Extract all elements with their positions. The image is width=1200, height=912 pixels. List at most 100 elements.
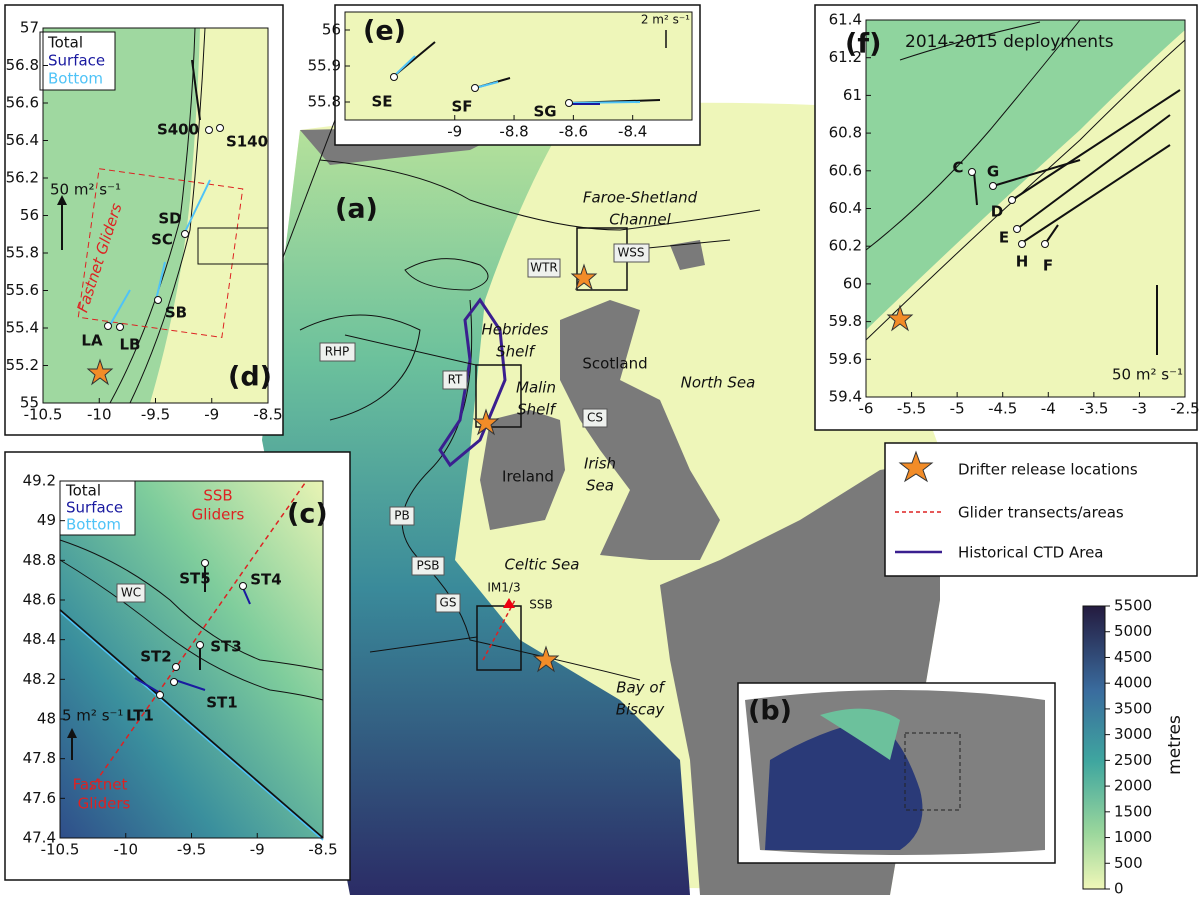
legend-label: Surface [48,52,105,70]
place-label: WSS [617,246,644,260]
panel-label: (f) [845,29,881,60]
y-tick-label: 55.9 [308,57,341,75]
y-tick-label: 47.4 [23,829,56,847]
vector [1016,114,1171,230]
colorbar-tick-label: 3000 [1114,725,1152,743]
x-tick-label: -5 [950,400,965,418]
panel-title: 2014-2015 deployments [905,32,1114,52]
release-star [532,645,560,673]
y-tick-label: 60.2 [829,237,862,255]
station [205,126,213,134]
station-label: LA [81,332,103,350]
y-tick-label: 61.2 [829,48,862,66]
y-tick-label: 48.2 [23,670,56,688]
place-label: IM1/3 [487,581,520,595]
inset-box [476,605,522,671]
station-label: H [1016,253,1029,271]
section-line [59,611,324,841]
y-tick-label: 59.4 [829,388,862,406]
legend: Drifter release locations Glider transec… [884,442,1198,577]
tag-box [613,243,650,263]
tag-box [411,556,445,576]
y-tick-label: 60.6 [829,161,862,179]
glider-label: Gliders [192,506,245,524]
legend-star [898,450,934,483]
colorbar-tick-label: 2000 [1114,777,1152,795]
panel-d: Total Surface Bottom S400 S140 SD SC SB … [4,4,284,436]
legend-label: Glider transects/areas [958,504,1124,522]
scale-label: 50 m² s⁻¹ [1112,366,1183,384]
y-tick-label: 55.6 [6,281,39,299]
x-tick-label: -9.5 [141,406,170,424]
legend-box [59,480,136,536]
station [1013,225,1021,233]
tag-box [442,370,468,390]
station [181,230,189,238]
x-tick-label: -9 [204,406,219,424]
shelf-area [150,28,268,403]
colorbar-ramp [1082,605,1106,890]
panel-label: (b) [748,696,792,727]
colorbar-tick-label: 3500 [1114,699,1152,717]
panel-label: (a) [335,194,378,225]
legend-label: Bottom [48,70,103,88]
station-label: WC [121,586,141,600]
y-tick-label: 55 [20,394,39,412]
station-label: LB [120,336,141,354]
x-tick-label: -9 [447,123,462,141]
station-label: LT1 [126,707,154,725]
stations [104,124,224,331]
colorbar-tick-label: 0 [1114,880,1124,898]
station-label: G [987,163,999,181]
stations [156,559,247,699]
station [172,663,180,671]
arrowhead [67,728,77,738]
place-label: Malin [516,379,556,397]
station-label: SC [151,231,173,249]
station-label: ST4 [250,571,281,589]
inset-box [904,732,961,811]
y-tick-label: 60 [843,274,862,292]
mooring [503,598,515,608]
glider-area [77,168,244,338]
colorbar-tick-label: 4000 [1114,674,1152,692]
panel-f: (f) 2014-2015 deployments C G D E H F 50… [814,4,1198,431]
stations [968,168,1049,248]
y-tick-label: 61.4 [829,11,862,29]
y-tick-label: 47.8 [23,749,56,767]
station-label: SG [533,103,556,121]
contour [865,39,1186,341]
scale-label: 50 m² s⁻¹ [50,181,121,199]
glider-label: Gliders [78,795,131,813]
station [565,99,573,107]
x-tick-label: -2.5 [1170,400,1199,418]
y-tick-label: 56.8 [6,56,39,74]
y-tick-label: 48 [37,710,56,728]
y-tick-label: 48.6 [23,591,56,609]
y-tick-label: 60.4 [829,199,862,217]
place-label: Shelf [496,343,536,361]
tag-box [319,342,356,362]
place-label: Shelf [517,401,557,419]
station-label: E [999,229,1009,247]
colorbar-label: metres [1165,715,1185,775]
x-tick-label: -5.5 [897,400,926,418]
x-tick-label: -9.5 [177,841,206,859]
vector [1019,144,1171,245]
place-label: PSB [416,559,439,573]
y-tick-label: 56.6 [6,94,39,112]
y-tick-label: 57 [20,19,39,37]
scale-label: 5 m² s⁻¹ [62,707,123,725]
deep-ocean [262,130,690,895]
x-tick-label: -6 [859,400,874,418]
contour [865,19,1081,251]
station-label: ST3 [210,638,241,656]
place-label: CS [587,411,603,425]
glider-transect [482,599,516,661]
vector [184,179,211,233]
tag-box [527,258,561,278]
station [216,124,224,132]
place-label: PB [394,509,409,523]
contour [404,258,489,291]
